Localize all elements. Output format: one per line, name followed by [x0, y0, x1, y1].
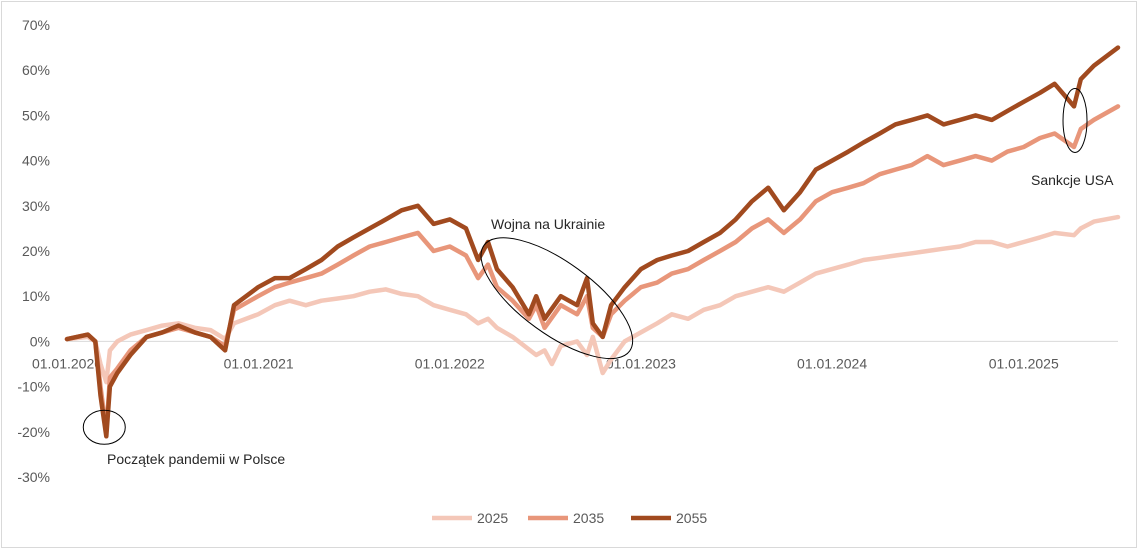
series-line-2055: [64, 45, 1121, 439]
legend-label-2025: 2025: [477, 510, 508, 526]
y-tick-label: 50%: [22, 107, 50, 123]
x-tick-label: 01.01.2022: [415, 355, 485, 371]
annotation-label-war: Wojna na Ukrainie: [491, 216, 605, 232]
legend-label-2055: 2055: [676, 510, 707, 526]
x-tick-label: 01.01.2020: [32, 355, 102, 371]
y-tick-label: -20%: [17, 424, 50, 440]
series-line-2025: [64, 214, 1121, 385]
x-tick-label: 01.01.2023: [606, 355, 676, 371]
x-tick-label: 01.01.2025: [989, 355, 1059, 371]
annotation-ellipse-sanctions: [1062, 87, 1088, 153]
y-tick-label: -30%: [17, 469, 50, 485]
annotation-label-sanctions: Sankcje USA: [1031, 172, 1114, 188]
y-tick-label: 70%: [22, 17, 50, 33]
y-tick-label: 0%: [30, 333, 50, 349]
x-tick-label: 01.01.2021: [224, 355, 294, 371]
series-line-2035: [64, 104, 1121, 435]
y-tick-label: -10%: [17, 379, 50, 395]
y-tick-label: 10%: [22, 288, 50, 304]
y-tick-label: 30%: [22, 198, 50, 214]
y-tick-label: 20%: [22, 243, 50, 259]
annotation-label-pandemic: Początek pandemii w Polsce: [107, 451, 285, 467]
annotation-ellipse-war: [480, 237, 634, 360]
x-tick-label: 01.01.2024: [797, 355, 867, 371]
legend-label-2035: 2035: [573, 510, 604, 526]
annotation-ellipse-pandemic: [82, 409, 126, 445]
y-tick-label: 60%: [22, 62, 50, 78]
y-tick-label: 40%: [22, 153, 50, 169]
